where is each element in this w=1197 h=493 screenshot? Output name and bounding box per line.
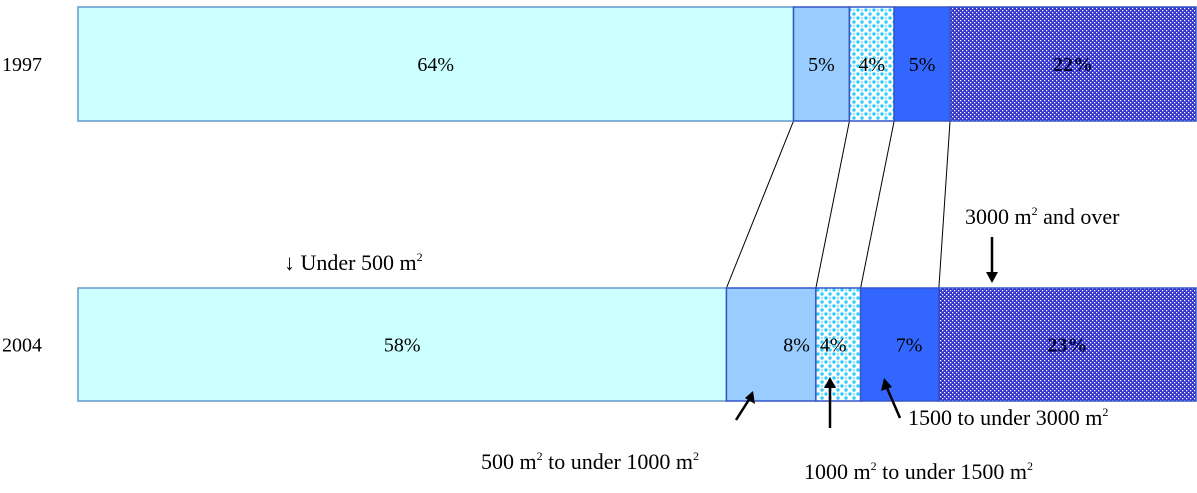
connector-line-1 (815, 120, 850, 289)
annotation-arrows (734, 237, 998, 428)
arrow-500-1000 (734, 397, 752, 421)
connector-line-0 (725, 120, 794, 289)
bar-2004-seg-0 (77, 287, 728, 402)
bar-1997-seg-4 (949, 6, 1197, 122)
arrow-3000-over-head (986, 272, 998, 283)
connector-lines (725, 120, 951, 289)
connector-line-2 (860, 120, 895, 289)
value-label-1997-seg-3: 5% (909, 54, 936, 76)
bar-1997-seg-2 (848, 6, 895, 122)
value-label-2004-seg-4: 23% (1047, 335, 1087, 357)
value-label-1997-seg-4: 22% (1053, 54, 1093, 76)
category-label-1997: 1997 (2, 54, 42, 76)
value-label-2004-seg-2: 4% (820, 335, 847, 357)
category-label-2004: 2004 (2, 335, 42, 357)
arrow-1000-1500-head (824, 377, 836, 388)
bars-group (77, 6, 1197, 402)
value-labels: 64% 5% 4% 5% 22% 58% 8% 4% 7% 23% (384, 54, 1093, 357)
label-500-1000: 500 m2 to under 1000 m2 (481, 449, 699, 474)
value-label-1997-seg-1: 5% (808, 54, 835, 76)
value-label-2004-seg-3: 7% (896, 335, 923, 357)
down-arrow-icon: ↓ (284, 250, 295, 275)
value-label-1997-seg-2: 4% (858, 54, 885, 76)
category-labels: 1997 2004 (2, 54, 42, 357)
label-3000-over: 3000 m2 and over (965, 204, 1120, 229)
bar-2004-seg-3 (859, 287, 940, 402)
value-label-1997-seg-0: 64% (417, 54, 454, 76)
label-1000-1500: 1000 m2 to under 1500 m2 (804, 459, 1033, 484)
bar-1997-seg-3 (893, 6, 951, 122)
connector-line-3 (938, 120, 951, 289)
bar-1997-seg-0 (77, 6, 795, 122)
value-label-2004-seg-0: 58% (384, 335, 421, 357)
bar-2004-seg-4 (938, 287, 1197, 402)
arrow-500-1000-head (745, 391, 755, 404)
bar-1997-seg-1 (792, 6, 851, 122)
value-label-2004-seg-1: 8% (783, 335, 810, 357)
arrow-1500-3000-head (881, 378, 892, 391)
arrow-1500-3000 (885, 387, 902, 419)
label-under-500: ↓ Under 500 m2 (284, 250, 423, 275)
label-1500-3000: 1500 to under 3000 m2 (908, 405, 1109, 430)
